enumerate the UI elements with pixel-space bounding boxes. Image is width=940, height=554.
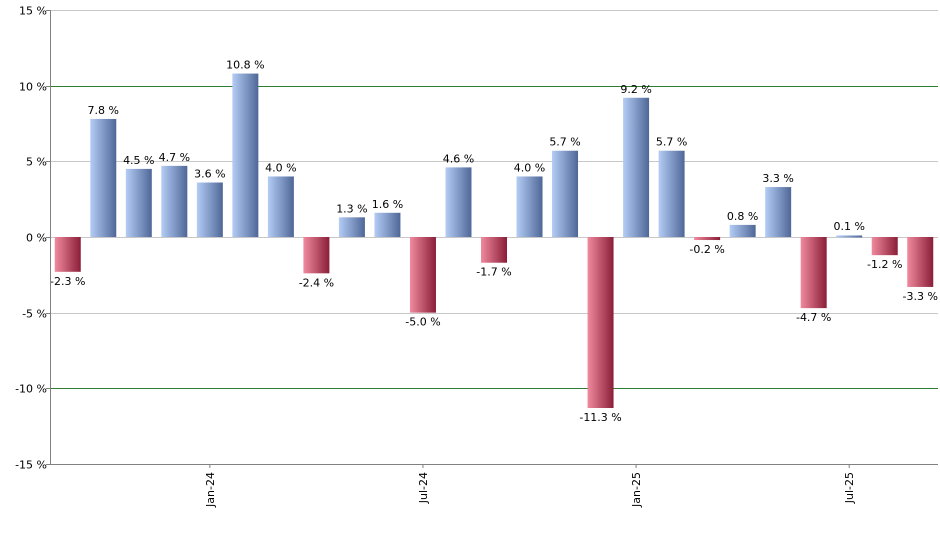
bar xyxy=(161,165,188,237)
y-tick-label: 0 % xyxy=(26,232,47,245)
bar xyxy=(765,187,792,237)
bar xyxy=(338,217,365,237)
y-tick-label: 5 % xyxy=(26,156,47,169)
bar xyxy=(90,118,117,237)
bar xyxy=(267,176,294,237)
bar xyxy=(54,237,81,272)
bar xyxy=(445,167,472,237)
bar xyxy=(694,237,721,241)
y-tick-label: -15 % xyxy=(15,459,47,472)
bar-value-label: 4.0 % xyxy=(265,161,296,174)
bar-value-label: 4.5 % xyxy=(123,154,154,167)
x-tick-label: Jul-24 xyxy=(417,472,430,504)
bar xyxy=(125,168,152,237)
bar-value-label: -2.3 % xyxy=(50,275,85,288)
y-tick-label: -5 % xyxy=(22,308,47,321)
bar xyxy=(907,237,934,287)
axes: -15 % -10 % -5 % 0 % 5 % 10 % 15 % Jan-24 Jul-24… xyxy=(15,5,938,508)
bar-value-label: 1.6 % xyxy=(372,198,403,211)
bar xyxy=(587,237,614,409)
bar xyxy=(409,237,436,313)
bar-value-label: 0.8 % xyxy=(727,210,758,223)
bar-value-label: 1.3 % xyxy=(336,202,367,215)
bar xyxy=(623,97,650,237)
bar-value-label: 7.8 % xyxy=(88,104,119,117)
bar xyxy=(481,237,507,263)
bar-value-label: 5.7 % xyxy=(656,136,687,149)
x-tick-label: Jul-25 xyxy=(843,472,856,504)
bar-value-label: 10.8 % xyxy=(226,59,264,72)
bar xyxy=(836,235,863,238)
bar xyxy=(871,237,898,256)
y-tick-label: -10 % xyxy=(15,383,47,396)
x-tick-label: Jan-24 xyxy=(204,472,217,508)
bar-value-label: 4.7 % xyxy=(159,151,190,164)
bar-value-label: -1.7 % xyxy=(476,266,511,279)
bar-value-label: 3.3 % xyxy=(762,172,793,185)
bar xyxy=(516,176,543,237)
bar-value-label: -2.4 % xyxy=(299,276,334,289)
bar xyxy=(196,182,223,237)
bar xyxy=(552,150,579,237)
bar xyxy=(303,237,330,274)
bar xyxy=(232,73,259,237)
x-tick-label: Jan-25 xyxy=(630,472,643,508)
bar xyxy=(800,237,827,309)
bars xyxy=(54,73,934,409)
gridlines xyxy=(50,10,938,465)
bar-value-label: -5.0 % xyxy=(405,316,440,329)
bar-value-label: 9.2 % xyxy=(620,83,651,96)
bar xyxy=(729,224,756,237)
data-labels: -2.3 % 7.8 % 4.5 % 4.7 % 3.6 % 10.8 % 4.0 % -2.… xyxy=(50,59,938,424)
bar-value-label: 0.1 % xyxy=(833,220,864,233)
y-tick-label: 10 % xyxy=(19,81,47,94)
bar-value-label: 4.6 % xyxy=(443,152,474,165)
bar xyxy=(658,150,685,237)
bar-value-label: -1.2 % xyxy=(867,258,902,271)
bar-value-label: -11.3 % xyxy=(579,411,621,424)
bar-value-label: -4.7 % xyxy=(796,311,831,324)
y-tick-label: 15 % xyxy=(19,5,47,18)
bar-value-label: 3.6 % xyxy=(194,168,225,181)
bar-value-label: 5.7 % xyxy=(549,136,580,149)
bar-value-label: -3.3 % xyxy=(903,290,938,303)
bar-value-label: 4.0 % xyxy=(514,161,545,174)
bar-value-label: -0.2 % xyxy=(689,243,724,256)
bar xyxy=(374,212,401,237)
